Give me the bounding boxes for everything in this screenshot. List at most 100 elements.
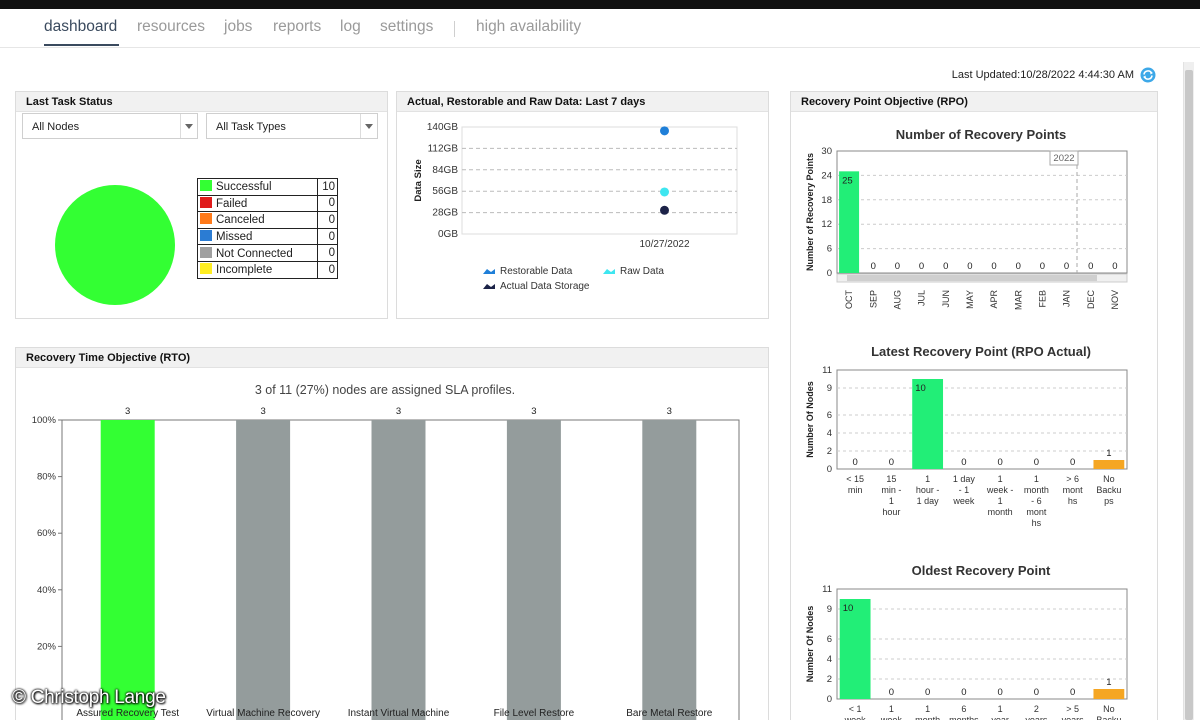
data-size-panel: Actual, Restorable and Raw Data: Last 7 …: [396, 91, 769, 319]
x-tick-label: < 1: [849, 704, 862, 714]
x-tick-label: hour: [882, 507, 900, 517]
x-tick-label: 1: [998, 704, 1003, 714]
bar-value-label: 0: [1070, 687, 1075, 698]
bar: [100, 420, 155, 720]
year-marker-label: 2022: [1053, 153, 1074, 164]
nav-log[interactable]: log: [340, 18, 361, 35]
x-tick-label: Instant Virtual Machine: [348, 708, 450, 719]
x-tick-label: No: [1103, 474, 1115, 484]
nav-dashboard[interactable]: dashboard: [44, 18, 118, 35]
plot-area: [836, 150, 1128, 274]
y-tick-label: 20%: [37, 641, 57, 652]
y-tick-label: 4: [827, 654, 832, 665]
plot-area: [836, 588, 1128, 700]
legend-label: Restorable Data: [500, 266, 573, 277]
bar-value-label: 0: [1064, 261, 1069, 272]
pie-slice-successful: [55, 185, 175, 305]
nav-reports[interactable]: reports: [273, 18, 322, 35]
x-tick-label: 1: [1034, 474, 1039, 484]
x-tick-label: Virtual Machine Recovery: [206, 708, 320, 719]
panel-title: Actual, Restorable and Raw Data: Last 7 …: [397, 92, 768, 112]
data-size-chart: 140GB 112GB 84GB 56GB 28GB 0GB Data Size 10/27/…: [413, 122, 738, 292]
x-tick-label: months: [949, 715, 979, 720]
x-tick-label: FEB: [1037, 290, 1047, 308]
node-filter-select[interactable]: All Nodes: [22, 113, 198, 139]
bar-value-label: 0: [852, 457, 857, 468]
legend-count: 0: [317, 244, 338, 262]
page-scrollbar[interactable]: [1183, 62, 1194, 720]
nav-settings[interactable]: settings: [380, 18, 434, 35]
y-tick-label: 4: [827, 428, 832, 439]
x-tick-label: mont: [1063, 485, 1084, 495]
refresh-icon[interactable]: [1140, 67, 1156, 83]
legend-swatch: [200, 180, 212, 192]
legend-text: Successful: [216, 181, 272, 194]
y-tick-label: 0: [827, 694, 832, 705]
y-tick-label: 40%: [37, 585, 57, 596]
legend-row-successful: Successful 10: [197, 178, 338, 196]
nav-separator: [454, 21, 455, 37]
rpo-charts: Number of Recovery Points0612182430Numbe…: [805, 127, 1128, 720]
x-tick-label: Bare Metal Restore: [626, 708, 713, 719]
y-tick-label: 80%: [37, 472, 57, 483]
x-tick-label: > 5: [1066, 704, 1079, 714]
x-tick-label: week: [952, 496, 975, 506]
x-tick-label: OCT: [844, 290, 854, 310]
x-tick-label: month: [915, 715, 940, 720]
bar-value-label: 3: [396, 406, 401, 417]
x-tick-label: week: [880, 715, 903, 720]
bar-value-label: 0: [991, 261, 996, 272]
rto-chart: 100% 80% 60% 40% 20% 3 Assured Recovery Test 3 V…: [32, 406, 740, 720]
x-tick-label: JAN: [1062, 290, 1072, 307]
bar-value-label: 0: [943, 261, 948, 272]
y-tick-label: 9: [827, 383, 832, 394]
bar: [839, 599, 871, 699]
bar-value-label: 0: [889, 687, 894, 698]
scrollbar-thumb[interactable]: [1185, 70, 1193, 720]
y-axis-label: Number of Recovery Points: [805, 153, 815, 271]
legend-text: Failed: [216, 197, 248, 210]
data-point: [660, 126, 669, 136]
nav-high-availability[interactable]: high availability: [476, 18, 582, 35]
legend-count: 0: [317, 211, 338, 229]
chart-title: Oldest Recovery Point: [912, 563, 1051, 578]
task-type-filter-select[interactable]: All Task Types: [206, 113, 378, 139]
data-point: [660, 187, 669, 197]
legend-swatch: [200, 213, 212, 225]
legend-count: 0: [317, 227, 338, 246]
nav-resources[interactable]: resources: [137, 18, 206, 35]
legend-count: 10: [317, 178, 338, 196]
x-tick-label: - 6: [1031, 496, 1042, 506]
legend-text: Incomplete: [216, 264, 273, 277]
x-tick-label: Backu: [1096, 485, 1121, 495]
nav-jobs[interactable]: jobs: [224, 18, 253, 35]
rpo-panel: Recovery Point Objective (RPO) Number of…: [790, 91, 1158, 720]
legend-row-not-connected: Not Connected 0: [197, 244, 338, 262]
x-tick-label: DEC: [1086, 290, 1096, 310]
bar-value-label: 0: [895, 261, 900, 272]
bar-value-label: 0: [997, 687, 1002, 698]
panel-title: Recovery Point Objective (RPO): [791, 92, 1157, 112]
x-tick-label: week: [844, 715, 867, 720]
x-tick-label: 1: [925, 474, 930, 484]
plot-area: [836, 369, 1128, 470]
x-tick-label: File Level Restore: [494, 708, 575, 719]
x-tick-label: < 15: [846, 474, 864, 484]
task-type-filter-value: All Task Types: [216, 121, 286, 133]
y-tick-label: 2: [827, 674, 832, 685]
y-tick-label: 30: [821, 146, 832, 157]
bar-value-label: 0: [1070, 457, 1075, 468]
last-task-status-panel: Last Task Status All Nodes All Task Type…: [15, 91, 388, 319]
legend-row-incomplete: Incomplete 0: [197, 260, 338, 279]
y-tick-label: 56GB: [432, 186, 458, 197]
legend-count: 0: [317, 260, 338, 279]
task-status-legend: Successful 10 Failed 0 Canceled 0 Missed 0 Not C…: [197, 178, 338, 279]
x-tick-label: AUG: [892, 290, 902, 310]
y-axis-label: Data Size: [413, 159, 424, 201]
bar-value-label: 3: [260, 406, 265, 417]
legend-icon: [483, 284, 495, 289]
chart-title: Latest Recovery Point (RPO Actual): [871, 344, 1091, 359]
chart-scrollbar-thumb: [847, 275, 1097, 281]
x-tick-label: month: [1024, 485, 1049, 495]
legend-label: Canceled: [197, 211, 318, 229]
